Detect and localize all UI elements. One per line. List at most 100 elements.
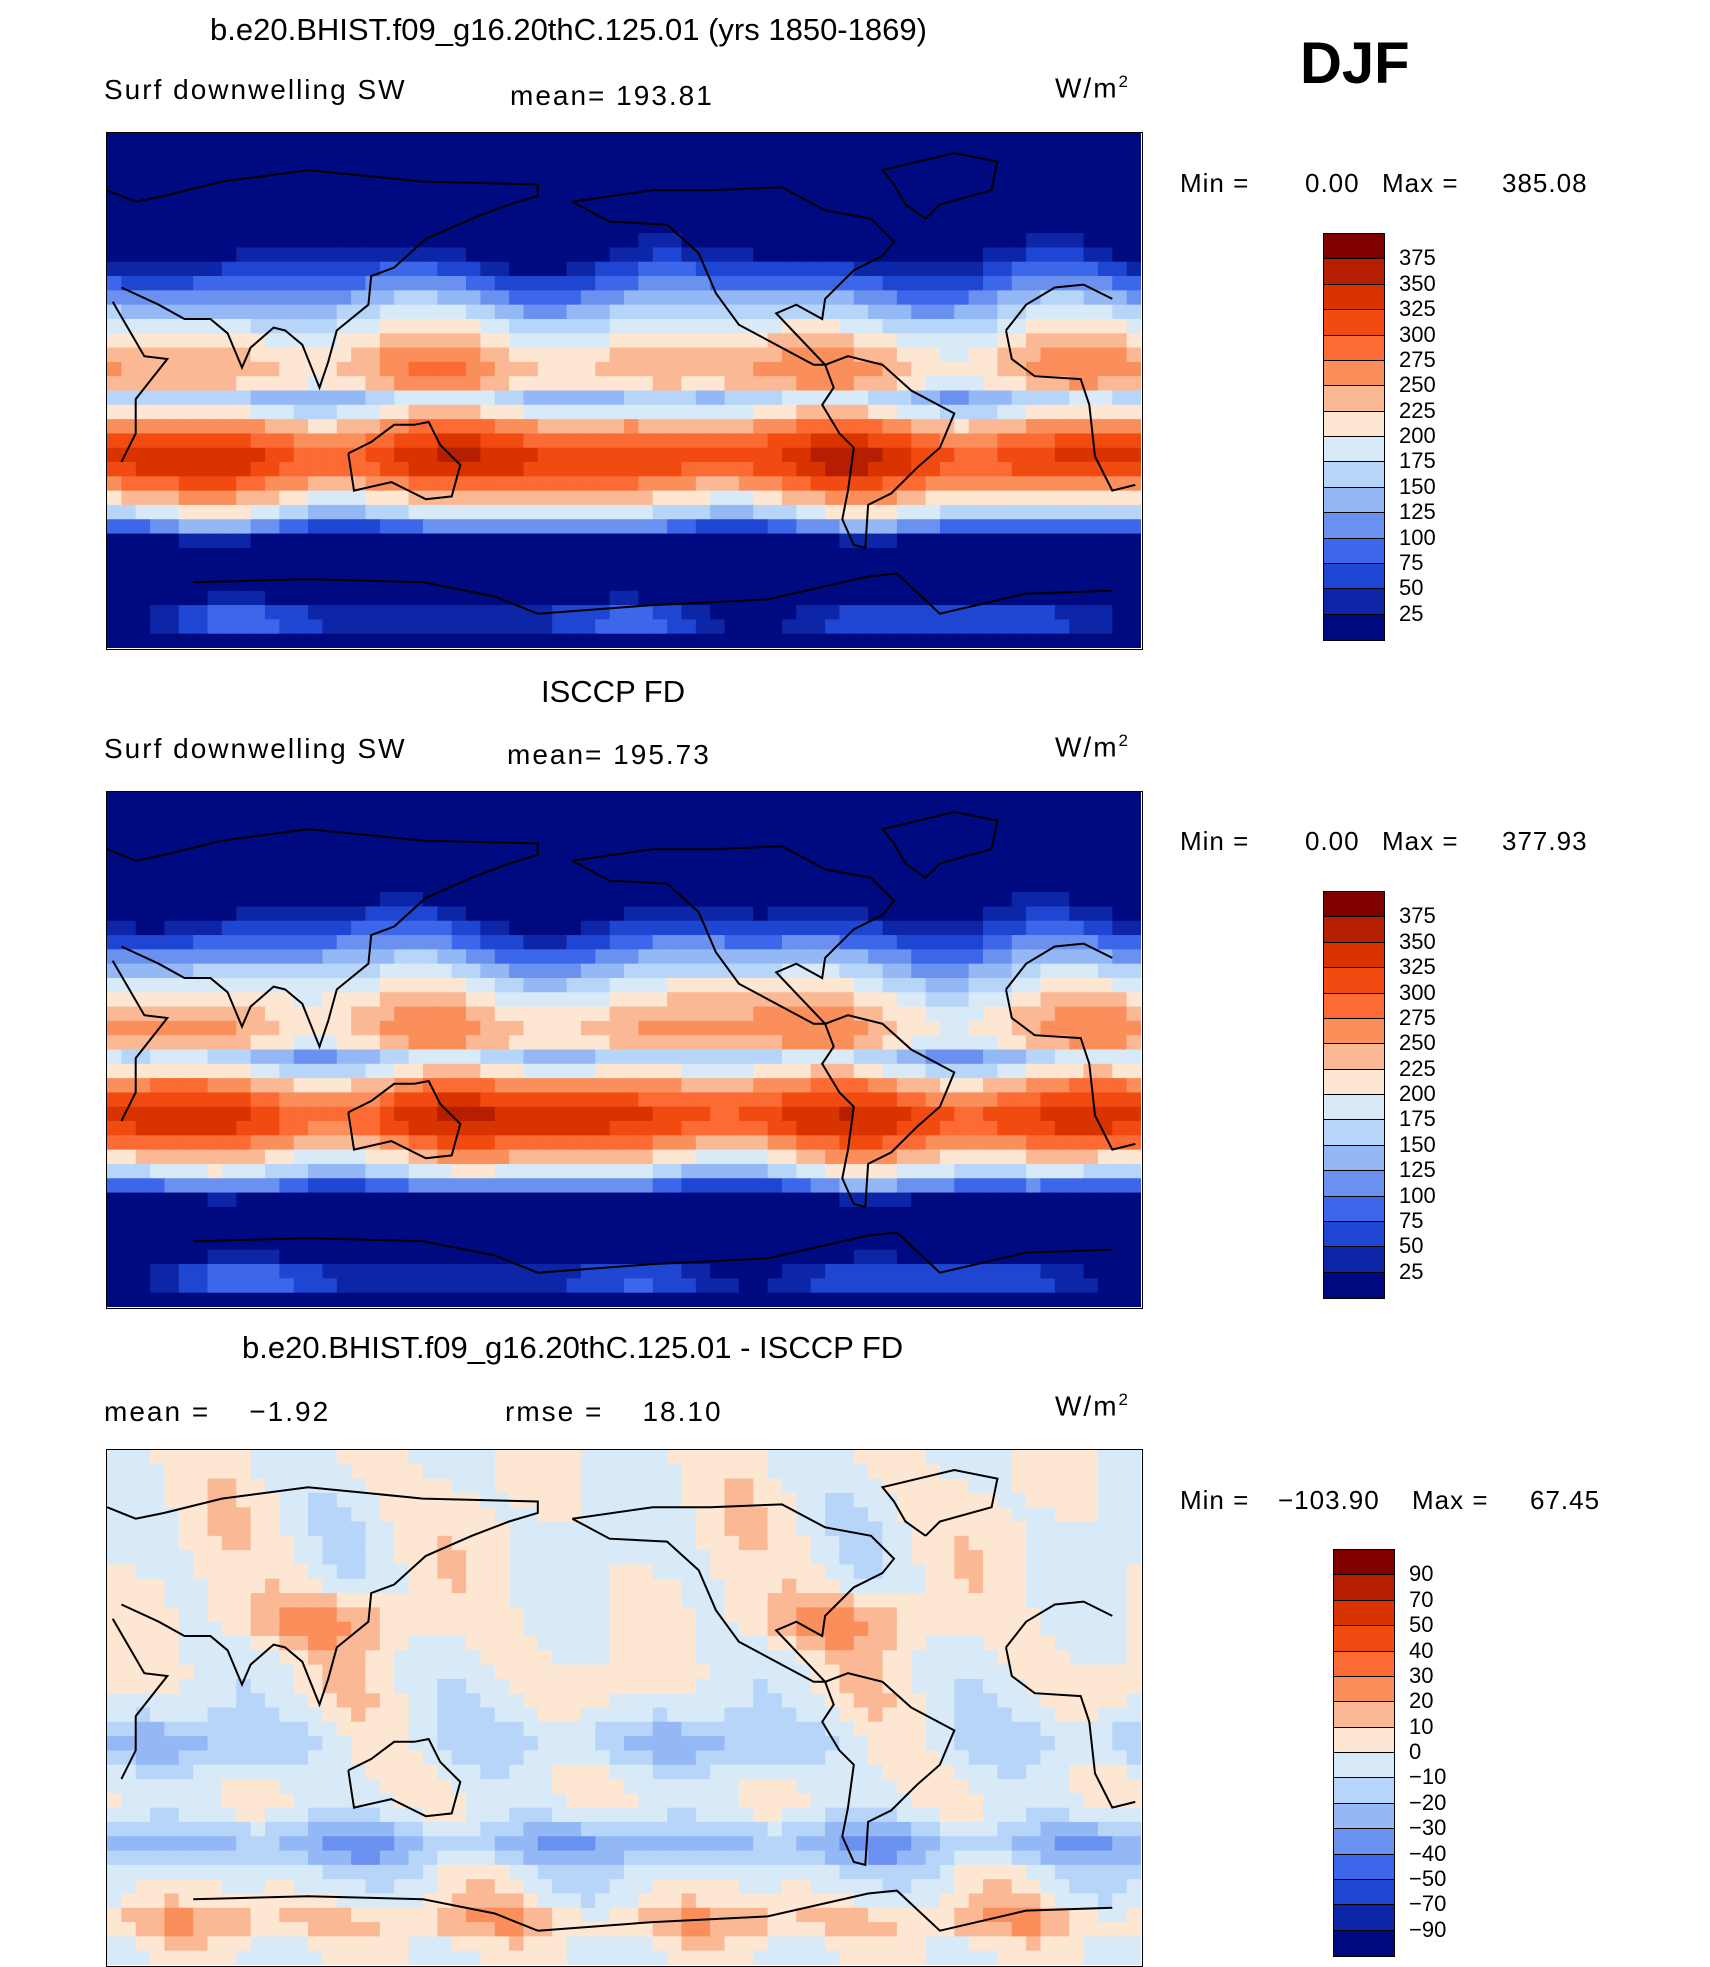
field-cell <box>236 792 251 807</box>
field-cell <box>954 205 969 220</box>
field-cell <box>926 921 941 936</box>
field-cell <box>1055 491 1070 506</box>
field-cell <box>753 1050 768 1065</box>
field-cell <box>121 534 136 549</box>
colorbar-tick-label: 100 <box>1399 525 1436 551</box>
field-cell <box>854 362 869 377</box>
field-cell <box>193 1207 208 1222</box>
field-cell <box>351 562 366 577</box>
field-cell <box>997 1150 1012 1165</box>
field-cell <box>394 305 409 320</box>
field-cell <box>164 519 179 534</box>
panel-2-title: ISCCP FD <box>541 674 685 710</box>
field-cell <box>208 419 223 434</box>
field-cell <box>121 1164 136 1179</box>
field-cell <box>466 821 481 836</box>
field-cell <box>1069 519 1084 534</box>
field-cell <box>1012 219 1027 234</box>
field-cell <box>997 562 1012 577</box>
field-cell <box>897 1050 912 1065</box>
field-cell <box>523 1107 538 1122</box>
field-cell <box>265 1150 280 1165</box>
field-cell <box>265 262 280 277</box>
field-cell <box>1055 634 1070 648</box>
field-cell <box>164 1235 179 1250</box>
field-cell <box>1055 949 1070 964</box>
field-cell <box>768 906 783 921</box>
field-cell <box>308 448 323 463</box>
field-cell <box>265 391 280 406</box>
field-cell <box>940 462 955 477</box>
field-cell <box>954 949 969 964</box>
field-cell <box>653 1064 668 1079</box>
field-cell <box>509 262 524 277</box>
field-cell <box>581 921 596 936</box>
colorbar-bin <box>1324 310 1384 335</box>
field-cell <box>1112 921 1127 936</box>
field-cell <box>294 1092 309 1107</box>
field-cell <box>839 162 854 177</box>
field-cell <box>236 190 251 205</box>
colorbar-bin <box>1324 234 1384 259</box>
field-cell <box>739 1021 754 1036</box>
field-cell <box>509 133 524 148</box>
field-cell <box>725 1164 740 1179</box>
field-cell <box>1084 462 1099 477</box>
field-cell <box>509 1107 524 1122</box>
field-cell <box>681 949 696 964</box>
field-cell <box>667 849 682 864</box>
field-cell <box>538 1121 553 1136</box>
field-cell <box>567 433 582 448</box>
field-cell <box>839 348 854 363</box>
field-cell <box>179 906 194 921</box>
field-cell <box>552 419 567 434</box>
field-cell <box>552 305 567 320</box>
field-cell <box>667 605 682 620</box>
field-cell <box>179 1193 194 1208</box>
field-cell <box>437 906 452 921</box>
field-cell <box>653 605 668 620</box>
field-cell <box>193 534 208 549</box>
field-cell <box>725 190 740 205</box>
field-cell <box>911 878 926 893</box>
field-cell <box>179 821 194 836</box>
field-cell <box>121 562 136 577</box>
field-cell <box>883 591 898 606</box>
field-cell <box>883 305 898 320</box>
field-cell <box>954 792 969 807</box>
field-cell <box>638 333 653 348</box>
field-cell <box>1127 576 1141 591</box>
field-cell <box>911 978 926 993</box>
field-cell <box>1098 219 1113 234</box>
field-cell <box>926 1150 941 1165</box>
field-cell <box>509 935 524 950</box>
field-cell <box>1012 448 1027 463</box>
field-cell <box>768 1178 783 1193</box>
field-cell <box>236 1050 251 1065</box>
field-cell <box>523 992 538 1007</box>
field-cell <box>423 1121 438 1136</box>
field-cell <box>351 348 366 363</box>
field-cell <box>308 591 323 606</box>
field-cell <box>868 219 883 234</box>
field-cell <box>409 1135 424 1150</box>
field-cell <box>552 821 567 836</box>
field-cell <box>337 562 352 577</box>
field-cell <box>954 505 969 520</box>
field-cell <box>839 376 854 391</box>
field-cell <box>739 792 754 807</box>
field-cell <box>136 219 151 234</box>
field-cell <box>380 519 395 534</box>
field-cell <box>567 1193 582 1208</box>
field-cell <box>437 176 452 191</box>
field-cell <box>825 605 840 620</box>
field-cell <box>279 1135 294 1150</box>
field-cell <box>696 634 711 648</box>
field-cell <box>466 1121 481 1136</box>
field-cell <box>466 1193 481 1208</box>
field-cell <box>523 1050 538 1065</box>
field-cell <box>136 576 151 591</box>
field-cell <box>1127 1078 1141 1093</box>
field-cell <box>179 1121 194 1136</box>
field-cell <box>1040 448 1055 463</box>
